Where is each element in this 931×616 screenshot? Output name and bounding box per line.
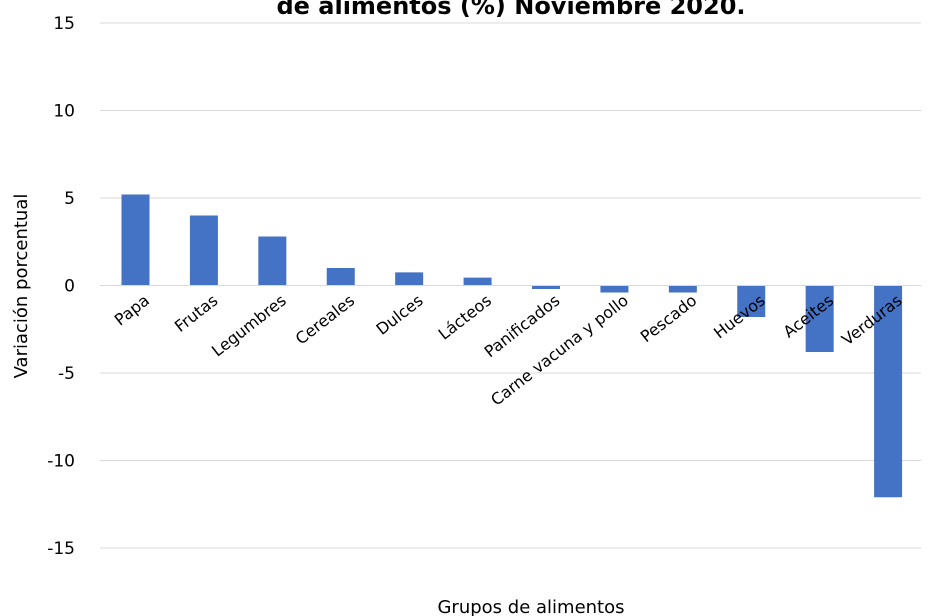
category-label: Frutas (171, 291, 221, 336)
y-tick-label: 15 (53, 14, 75, 34)
bar-dulces (395, 272, 424, 286)
bar-verduras (874, 285, 903, 498)
category-label: Dulces (372, 291, 426, 339)
y-tick-label: 10 (53, 102, 75, 122)
category-label: Papa (111, 291, 153, 330)
x-axis-title: Grupos de alimentos (437, 597, 624, 616)
bar-cereales (326, 268, 355, 286)
category-label: Legumbres (208, 291, 290, 361)
bars (121, 194, 903, 498)
y-axis-title: Variación porcentual (11, 194, 32, 379)
bar-panificados (532, 285, 560, 289)
gridlines (100, 22, 921, 549)
bar-papa (121, 194, 150, 286)
y-axis-ticks: 15 10 5 0 -5 -10 -15 (47, 14, 75, 559)
bar-huevos (737, 285, 766, 317)
y-tick-label: -5 (58, 364, 75, 384)
y-tick-label: 0 (64, 277, 75, 297)
y-tick-label: -10 (47, 452, 75, 472)
bar-frutas (189, 215, 218, 286)
bar-legumbres (258, 236, 287, 286)
bar-aceites (805, 285, 834, 352)
bar-pescado (668, 285, 697, 293)
category-label: Lácteos (435, 291, 495, 344)
category-label: Pescado (637, 291, 701, 346)
y-tick-label: 5 (64, 189, 75, 209)
bar-carne-vacuna-y-pollo (600, 285, 629, 293)
chart-title: de alimentos (%) Noviembre 2020. (276, 0, 745, 20)
category-label: Cereales (292, 291, 358, 349)
y-tick-label: -15 (47, 539, 75, 559)
bar-l-cteos (463, 277, 492, 286)
